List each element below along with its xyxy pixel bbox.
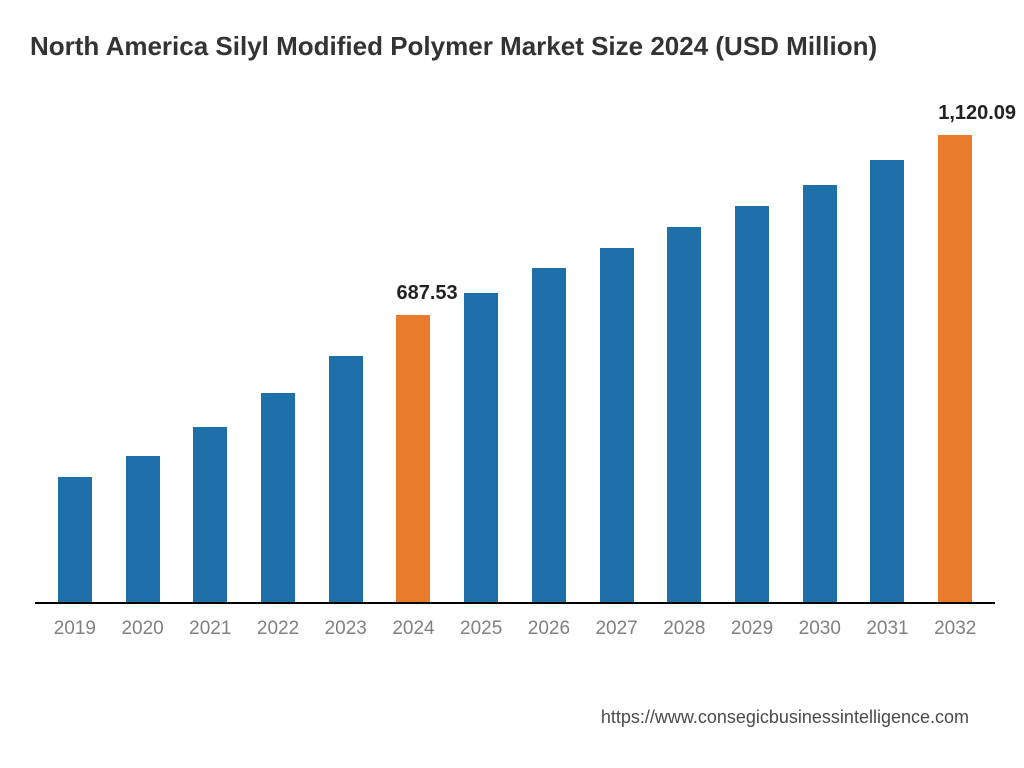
x-axis-label: 2032 xyxy=(921,610,989,644)
bar xyxy=(735,206,769,602)
bar xyxy=(464,293,498,601)
bar-slot xyxy=(718,102,786,602)
bar-slot xyxy=(41,102,109,602)
bar-slot: 1,120.09 xyxy=(921,102,989,602)
x-axis-labels: 2019202020212022202320242025202620272028… xyxy=(35,610,995,644)
x-axis-label: 2021 xyxy=(176,610,244,644)
bar-value-label: 1,120.09 xyxy=(938,102,1016,125)
x-axis-label: 2019 xyxy=(41,610,109,644)
bar xyxy=(600,248,634,602)
x-axis-label: 2023 xyxy=(312,610,380,644)
bar xyxy=(532,268,566,601)
source-url: https://www.consegicbusinessintelligence… xyxy=(601,707,969,728)
bar xyxy=(329,356,363,602)
bar-chart: 687.531,120.09 2019202020212022202320242… xyxy=(35,104,995,644)
x-axis-label: 2020 xyxy=(109,610,177,644)
x-axis-label: 2024 xyxy=(380,610,448,644)
bar-slot xyxy=(176,102,244,602)
x-axis-label: 2029 xyxy=(718,610,786,644)
bar-slot xyxy=(244,102,312,602)
bar-slot xyxy=(447,102,515,602)
plot-area: 687.53 1,120.09 xyxy=(35,104,995,604)
bar-slot xyxy=(650,102,718,602)
x-axis-label: 2022 xyxy=(244,610,312,644)
bar xyxy=(667,227,701,602)
chart-title: North America Silyl Modified Polymer Mar… xyxy=(30,30,994,64)
x-axis-label: 2025 xyxy=(447,610,515,644)
bars-group: 687.53 1,120.09 xyxy=(35,102,995,602)
bar xyxy=(803,185,837,602)
bar xyxy=(870,160,904,602)
x-axis-label: 2028 xyxy=(650,610,718,644)
bar-slot xyxy=(854,102,922,602)
bar xyxy=(938,135,972,602)
bar-slot: 687.53 xyxy=(380,102,448,602)
x-axis-label: 2031 xyxy=(854,610,922,644)
bar-slot xyxy=(583,102,651,602)
x-axis-label: 2030 xyxy=(786,610,854,644)
bar-slot xyxy=(109,102,177,602)
bar-slot xyxy=(786,102,854,602)
bar xyxy=(396,315,430,601)
bar xyxy=(261,393,295,601)
x-axis-label: 2026 xyxy=(515,610,583,644)
bar-slot xyxy=(515,102,583,602)
chart-container: North America Silyl Modified Polymer Mar… xyxy=(0,0,1024,768)
bar xyxy=(58,477,92,602)
bar xyxy=(126,456,160,602)
x-axis-label: 2027 xyxy=(583,610,651,644)
bar-slot xyxy=(312,102,380,602)
bar xyxy=(193,427,227,602)
